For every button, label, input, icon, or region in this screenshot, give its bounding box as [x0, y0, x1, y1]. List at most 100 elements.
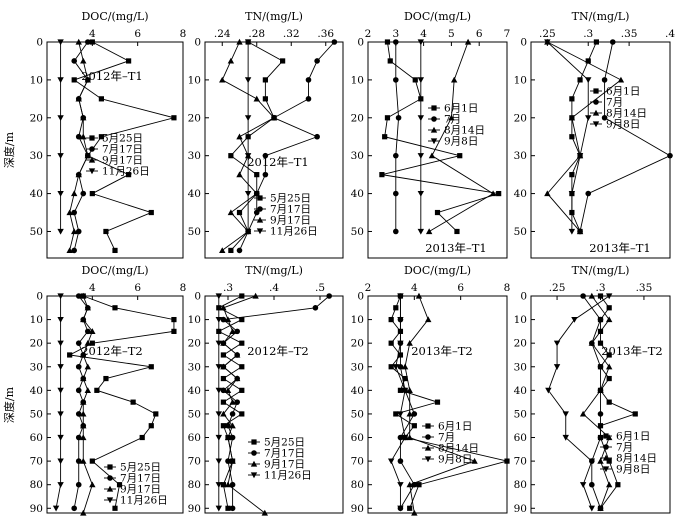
data-point [236, 133, 243, 140]
data-point [80, 509, 87, 516]
data-point [126, 172, 132, 178]
data-point [401, 387, 409, 394]
y-axis-label-top: 深度/m [2, 131, 16, 168]
x-tick-label: 7 [504, 28, 511, 40]
data-point [457, 153, 463, 159]
data-point [280, 58, 286, 64]
data-point [244, 115, 252, 121]
legend-marker [88, 168, 96, 175]
data-point [262, 152, 269, 159]
x-tick-label: 4 [411, 282, 418, 294]
data-point [224, 387, 232, 393]
x-tick-label: 6 [457, 282, 464, 294]
legend-label: 7月17日 [120, 473, 161, 485]
y-tick-label: 90 [30, 503, 43, 515]
x-tick-label: .35 [636, 282, 653, 294]
legend-marker [107, 475, 113, 481]
data-point [116, 482, 123, 488]
x-tick-label: 8 [180, 28, 187, 40]
data-point [579, 410, 587, 417]
data-point [504, 458, 510, 464]
data-point [609, 39, 616, 45]
data-point [314, 133, 320, 140]
data-point [220, 339, 227, 346]
legend-marker [250, 460, 258, 467]
data-point [215, 364, 222, 370]
x-tick-label: .32 [283, 28, 300, 40]
panel-annotation: 2013年–T1 [425, 241, 487, 255]
legend-marker [602, 454, 610, 461]
data-point [253, 190, 260, 197]
data-point [103, 228, 109, 235]
data-point [454, 228, 460, 235]
series-line [82, 295, 93, 514]
data-point [388, 316, 394, 323]
data-point [305, 77, 312, 83]
data-point [425, 228, 433, 235]
data-point [75, 340, 82, 346]
data-point [387, 458, 395, 465]
series-line [55, 296, 62, 509]
plot-frame [204, 41, 344, 259]
y-tick-label: 20 [351, 338, 364, 350]
data-point [57, 316, 64, 323]
data-point [224, 481, 232, 488]
y-tick-label: 0 [520, 37, 527, 49]
y-tick-label: 70 [30, 456, 43, 468]
data-point [112, 305, 118, 311]
x-tick-label: 6 [134, 28, 141, 40]
legend-label: 7月 [606, 97, 623, 109]
y-tick-label: 10 [188, 74, 201, 86]
y-tick-label: 50 [351, 226, 364, 238]
data-point [71, 505, 77, 512]
data-point [236, 38, 243, 45]
data-point [601, 77, 608, 83]
data-point [597, 387, 604, 393]
data-point [75, 293, 82, 299]
data-point [588, 292, 596, 299]
x-tick-label: 3 [392, 28, 399, 40]
data-point [80, 351, 87, 358]
data-point [606, 458, 612, 464]
data-point [597, 340, 604, 346]
data-point [234, 351, 241, 358]
legend-marker [257, 195, 263, 201]
data-point [417, 190, 425, 197]
legend-marker [424, 456, 432, 463]
data-point [229, 434, 236, 441]
data-point [89, 340, 95, 346]
legend-marker [431, 116, 437, 122]
data-point [384, 115, 391, 121]
data-point [236, 209, 243, 216]
y-tick-label: 40 [514, 188, 527, 200]
data-point [225, 505, 231, 511]
y-tick-label: 0 [194, 37, 201, 49]
data-point [98, 96, 104, 102]
data-point [393, 305, 399, 311]
y-tick-label: 90 [514, 503, 527, 515]
data-point [553, 340, 561, 347]
y-tick-label: 80 [514, 479, 527, 491]
data-point [397, 363, 404, 370]
data-point [215, 458, 222, 465]
x-tick-label: 6 [476, 28, 483, 40]
data-point [379, 172, 385, 178]
data-point [80, 398, 87, 405]
legend-label: 7月 [444, 114, 461, 126]
y-tick-label: 50 [514, 226, 527, 238]
x-tick-label: 4 [89, 28, 96, 40]
data-point [148, 423, 154, 429]
data-point [244, 228, 252, 235]
data-point [57, 458, 64, 465]
data-point [229, 398, 236, 405]
data-point [571, 316, 578, 323]
y-tick-label: 30 [514, 361, 527, 373]
legend-label: 6月1日 [616, 431, 650, 443]
x-tick-label: .3 [583, 28, 593, 40]
data-point [75, 171, 82, 178]
data-point [57, 434, 64, 441]
data-point [569, 96, 575, 102]
data-point [75, 458, 82, 464]
y-tick-label: 20 [188, 338, 201, 350]
data-point [262, 77, 268, 83]
